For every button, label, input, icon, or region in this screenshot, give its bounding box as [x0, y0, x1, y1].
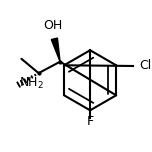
- Polygon shape: [51, 38, 60, 62]
- Text: Cl: Cl: [140, 59, 152, 73]
- Text: F: F: [86, 115, 94, 128]
- Text: OH: OH: [43, 19, 63, 32]
- Text: NH$_2$: NH$_2$: [19, 76, 44, 91]
